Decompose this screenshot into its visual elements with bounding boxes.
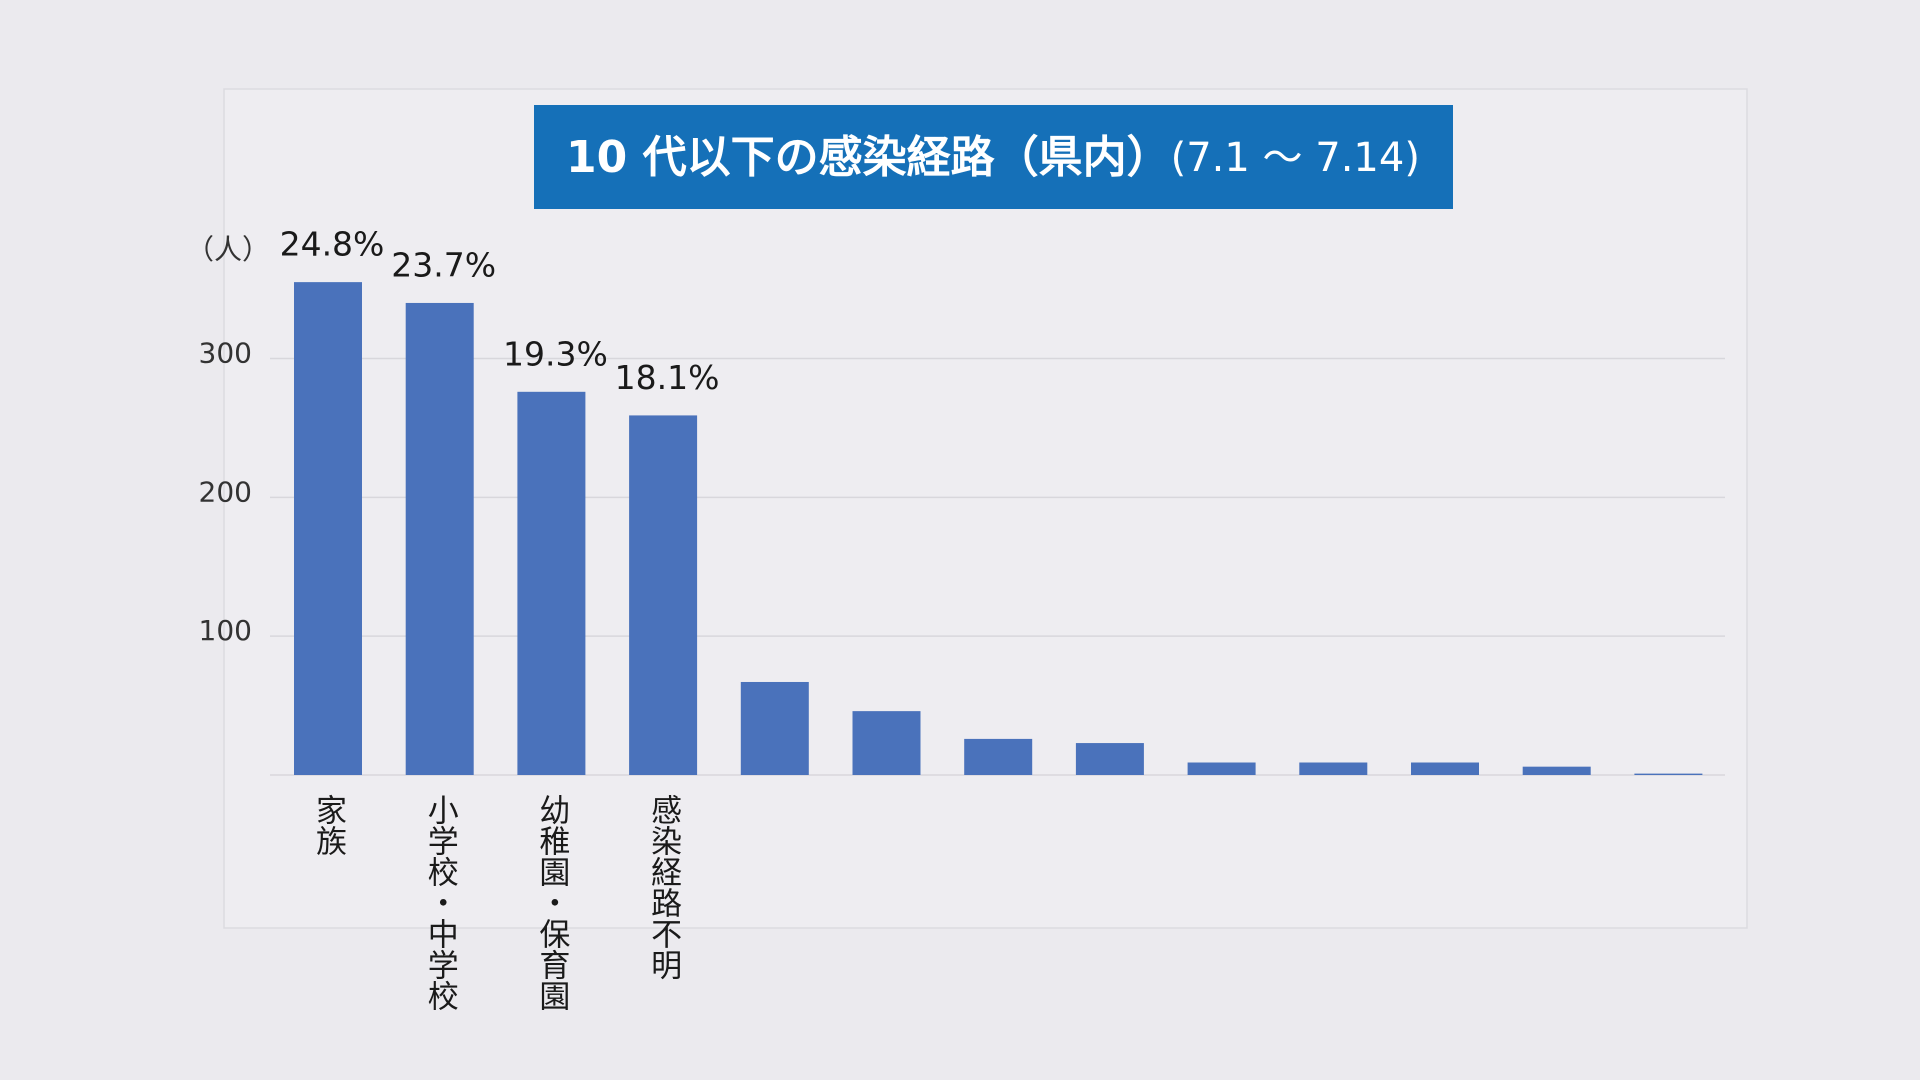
y-axis-label: （人） [186,233,270,266]
x-tick-label: 幼稚園・保育園 [533,794,570,1011]
x-tick-label: 感染経路不明 [645,794,682,980]
bar [1411,762,1479,775]
data-label: 18.1% [615,358,720,397]
data-label: 24.8% [280,225,385,264]
bar [1634,773,1703,775]
data-label: 19.3% [503,334,608,373]
y-tick-label: 200 [199,475,252,508]
bar [1187,762,1256,775]
chart-title: 10 代以下の感染経路（県内） [566,132,1171,183]
bar [1522,766,1591,775]
title-box [534,105,1453,209]
bar [517,391,586,775]
bar [294,282,362,775]
x-tick-label: 小学校・中学校 [422,794,459,1011]
data-label: 23.7% [391,245,496,284]
bar [405,302,474,775]
x-tick-label: 家族 [310,794,346,856]
bar [852,711,921,775]
bar [740,681,809,775]
panel [223,88,1748,929]
bar [964,738,1033,775]
bar [1299,762,1368,775]
chart-title-group: 10 代以下の感染経路（県内）(7.1 ～ 7.14) [566,132,1420,183]
bar [1075,743,1144,775]
bar [629,415,698,775]
y-tick-label: 300 [199,336,252,369]
period: (7.1 ～ 7.14) [1171,135,1420,181]
y-tick-label: 100 [199,614,252,647]
